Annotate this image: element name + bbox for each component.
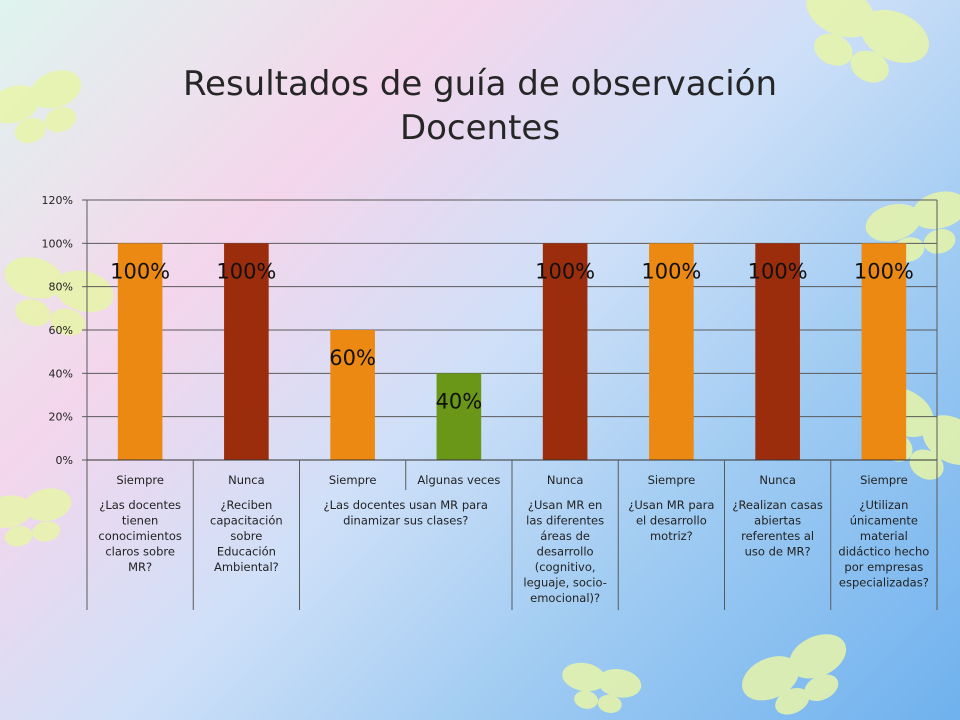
- group-label-line: emocional)?: [530, 591, 600, 605]
- group-label-line: abiertas: [754, 514, 801, 528]
- x-tick-label: Siempre: [648, 473, 696, 487]
- group-label-line: dinamizar sus clases?: [343, 514, 468, 528]
- group-label-line: por empresas: [844, 560, 923, 574]
- bar: [224, 243, 269, 460]
- group-label-line: tienen: [122, 514, 158, 528]
- group-label-line: ¿Usan MR para: [628, 498, 714, 512]
- x-tick-label: Nunca: [759, 473, 796, 487]
- y-tick-label: 60%: [49, 324, 73, 337]
- bar: [436, 373, 482, 460]
- x-tick-label: Algunas veces: [417, 473, 500, 487]
- x-tick-label: Nunca: [228, 473, 265, 487]
- slide-title: Resultados de guía de observación Docent…: [60, 62, 900, 150]
- group-label-line: Ambiental?: [214, 560, 279, 574]
- butterfly-icon: [0, 488, 72, 547]
- butterfly-icon: [742, 634, 847, 715]
- data-label: 100%: [748, 259, 808, 283]
- group-label-line: el desarrollo: [636, 514, 707, 528]
- butterfly-icon: [865, 191, 960, 262]
- butterfly-icon: [806, 0, 929, 83]
- group-label-line: claros sobre: [105, 545, 175, 559]
- y-tick-label: 0%: [56, 454, 73, 467]
- data-label: 40%: [436, 389, 483, 413]
- x-tick-label: Nunca: [547, 473, 584, 487]
- bar: [861, 243, 907, 460]
- group-label-line: ¿Realizan casas: [732, 498, 823, 512]
- group-label-line: las diferentes: [526, 514, 604, 528]
- group-label-line: Educación: [217, 545, 276, 559]
- group-label-line: conocimientos: [98, 529, 182, 543]
- bar: [649, 243, 694, 460]
- title-line-1: Resultados de guía de observación: [182, 64, 778, 104]
- group-label-line: ¿Las docentes: [99, 498, 181, 512]
- group-label-line: capacitación: [210, 514, 283, 528]
- group-label-line: uso de MR?: [745, 545, 811, 559]
- group-label-line: desarrollo: [537, 545, 594, 559]
- group-label-line: únicamente: [850, 514, 918, 528]
- bar: [755, 243, 800, 460]
- y-tick-label: 20%: [49, 411, 73, 424]
- group-label-line: áreas de: [540, 529, 590, 543]
- group-label-line: material: [860, 529, 908, 543]
- bar: [330, 330, 375, 460]
- group-label-line: sobre: [230, 529, 262, 543]
- group-label-line: ¿Usan MR en: [528, 498, 602, 512]
- group-label-line: referentes al: [741, 529, 814, 543]
- data-label: 100%: [535, 259, 595, 283]
- butterfly-icon: [562, 662, 642, 714]
- group-label-line: ¿Utilizan: [859, 498, 908, 512]
- data-label: 100%: [641, 259, 701, 283]
- data-label: 60%: [329, 346, 376, 370]
- group-label-line: especializadas?: [839, 576, 929, 590]
- bar: [117, 243, 163, 460]
- butterfly-icon: [0, 70, 82, 144]
- x-tick-label: Siempre: [860, 473, 908, 487]
- data-label: 100%: [854, 259, 914, 283]
- y-tick-label: 100%: [42, 237, 73, 250]
- bar: [542, 243, 588, 460]
- data-label: 100%: [110, 259, 170, 283]
- group-label-line: ¿Las docentes usan MR para: [324, 498, 488, 512]
- group-label-line: motriz?: [650, 529, 693, 543]
- group-label-line: MR?: [128, 560, 152, 574]
- group-label-line: ¿Reciben: [220, 498, 272, 512]
- butterfly-icon: [4, 256, 114, 336]
- y-tick-label: 80%: [49, 281, 73, 294]
- group-label-line: didáctico hecho: [838, 545, 929, 559]
- y-tick-label: 120%: [42, 194, 73, 207]
- title-line-2: Docentes: [399, 108, 561, 148]
- group-label-line: (cognitivo,: [535, 560, 596, 574]
- group-label-line: leguaje, socio-: [523, 576, 606, 590]
- x-tick-label: Siempre: [329, 473, 377, 487]
- x-tick-label: Siempre: [116, 473, 164, 487]
- data-label: 100%: [216, 259, 276, 283]
- y-tick-label: 40%: [49, 367, 73, 380]
